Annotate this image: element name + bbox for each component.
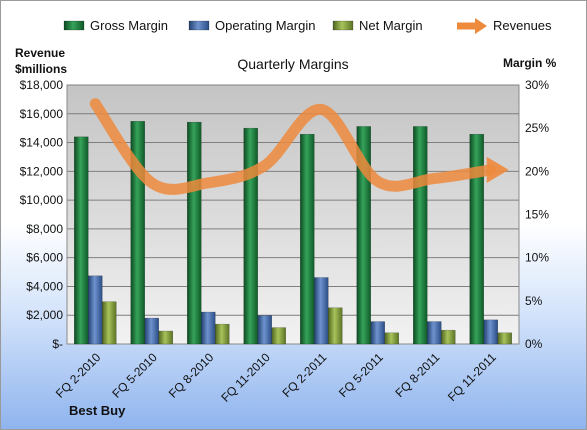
- legend-swatch: [332, 20, 354, 31]
- net-margin-bar: [384, 332, 399, 345]
- net-margin-bar: [271, 327, 286, 345]
- left-axis-title-line1: Revenue: [15, 46, 65, 60]
- right-tick-label: 5%: [525, 294, 543, 308]
- right-tick-label: 30%: [525, 78, 549, 92]
- right-tick-label: 15%: [525, 208, 549, 222]
- right-tick-label: 10%: [525, 251, 549, 265]
- operating-margin-bar: [427, 321, 442, 345]
- legend-swatch: [188, 20, 210, 31]
- gross-margin-bar: [300, 133, 315, 345]
- net-margin-bar: [328, 307, 343, 345]
- legend-label: Net Margin: [359, 18, 423, 33]
- gross-margin-bar: [356, 126, 371, 345]
- legend-swatch: [63, 20, 85, 31]
- revenues-line: [89, 98, 497, 195]
- category-label: FQ 8-2011: [393, 350, 443, 400]
- legend-arrowhead: [475, 18, 487, 34]
- left-tick-label: $8,000: [26, 222, 63, 236]
- left-tick-label: $2,000: [26, 308, 63, 322]
- category-label: FQ 11-2011: [445, 350, 499, 404]
- left-tick-label: $6,000: [26, 251, 63, 265]
- gross-margin-bar: [413, 126, 428, 345]
- right-tick-label: 25%: [525, 121, 549, 135]
- net-margin-bar: [158, 330, 173, 345]
- legend-label: Gross Margin: [90, 18, 168, 33]
- category-label: FQ 8-2010: [166, 350, 217, 401]
- operating-margin-bar: [201, 311, 216, 345]
- gross-margin-bar: [469, 133, 484, 345]
- right-tick-label: 0%: [525, 337, 543, 351]
- gross-margin-bar: [74, 136, 89, 345]
- net-margin-bar: [497, 332, 512, 345]
- operating-margin-bar: [88, 275, 103, 345]
- legend-label: Operating Margin: [215, 18, 315, 33]
- gross-margin-bar: [187, 121, 202, 345]
- operating-margin-bar: [483, 319, 498, 345]
- net-margin-bar: [441, 329, 456, 345]
- left-tick-label: $10,000: [20, 193, 64, 207]
- operating-margin-bar: [314, 277, 329, 345]
- left-tick-label: $14,000: [20, 136, 64, 150]
- category-label: FQ 11-2010: [218, 350, 273, 405]
- left-tick-label: $12,000: [20, 164, 64, 178]
- legend-label: Revenues: [493, 18, 552, 33]
- chart-title: Quarterly Margins: [237, 56, 348, 72]
- left-tick-label: $18,000: [20, 78, 64, 92]
- net-margin-bar: [215, 323, 230, 345]
- category-label: FQ 2-2011: [280, 350, 330, 400]
- company-label: Best Buy: [69, 403, 126, 418]
- category-label: FQ 2-2010: [53, 350, 104, 401]
- gross-margin-bar: [243, 127, 258, 345]
- category-label: FQ 5-2011: [336, 350, 386, 400]
- left-tick-label: $16,000: [20, 107, 64, 121]
- left-tick-label: $4,000: [26, 279, 63, 293]
- operating-margin-bar: [370, 321, 385, 345]
- left-axis-title-line2: $millions: [15, 62, 67, 76]
- operating-margin-bar: [144, 317, 159, 345]
- net-margin-bar: [102, 301, 117, 345]
- right-tick-label: 20%: [525, 164, 549, 178]
- right-axis-title: Margin %: [503, 56, 557, 70]
- left-tick-label: $-: [52, 337, 63, 351]
- operating-margin-bar: [257, 315, 272, 345]
- revenues-arrowhead: [486, 156, 509, 183]
- category-label: FQ 5-2010: [109, 350, 160, 401]
